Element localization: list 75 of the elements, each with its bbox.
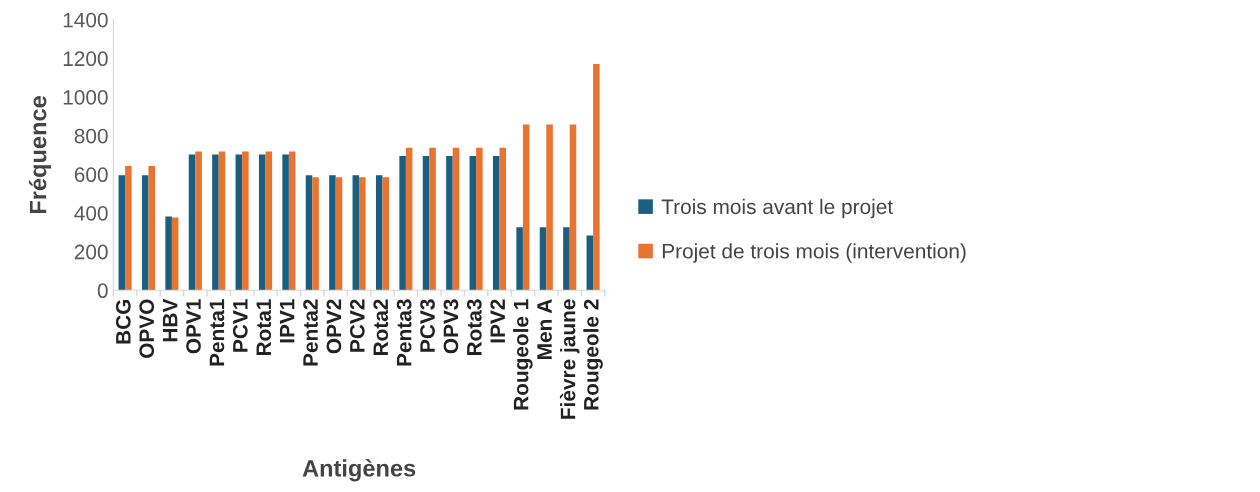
x-tick-label: OPVO — [139, 299, 155, 358]
y-tick-label: 1200 — [63, 51, 108, 67]
bar — [405, 147, 413, 291]
bar — [235, 154, 243, 291]
x-tick-label: OPV2 — [326, 299, 342, 354]
y-tick-label: 1000 — [63, 90, 108, 105]
x-tick-label: Fièvre jaune — [559, 299, 580, 419]
bar — [242, 151, 249, 291]
bar — [375, 175, 383, 291]
bar — [569, 124, 577, 291]
x-tick-label: PCV3 — [420, 299, 435, 352]
y-tick-label: 800 — [74, 128, 108, 144]
x-tick-label: Rougeole 1 — [513, 299, 533, 410]
x-tick-label: IPV2 — [490, 299, 505, 343]
x-tick-label: PCV2 — [349, 299, 365, 352]
y-tick-label: 600 — [74, 167, 108, 183]
bar — [171, 217, 179, 291]
bar — [516, 227, 523, 291]
bar — [382, 177, 390, 291]
x-tick-label: PCV1 — [232, 299, 248, 352]
bar — [165, 216, 172, 291]
bar — [522, 124, 530, 291]
bar — [195, 151, 202, 291]
bar — [446, 155, 453, 291]
y-tick-label: 0 — [97, 283, 108, 299]
bar — [335, 177, 343, 291]
bar — [218, 151, 226, 291]
bar — [469, 155, 477, 291]
legend-label: Projet de trois mois (intervention) — [662, 243, 966, 263]
x-tick-label: Rougeole 2 — [583, 299, 603, 410]
bar — [539, 227, 547, 291]
bar — [288, 151, 296, 291]
y-tick-label: 200 — [74, 244, 108, 260]
legend-label: Trois mois avant le projet — [661, 198, 893, 219]
bar — [258, 154, 266, 291]
x-tick-label: Penta2 — [303, 299, 318, 366]
x-tick-label: Penta3 — [396, 299, 412, 366]
x-tick-label: OPV3 — [443, 299, 459, 354]
bar — [312, 177, 319, 291]
bar — [586, 235, 594, 291]
bar — [429, 147, 436, 291]
bar — [305, 175, 313, 291]
bar — [422, 155, 430, 291]
x-tick-label: Men A — [537, 299, 552, 359]
bar — [359, 177, 366, 291]
bar — [118, 175, 126, 291]
bar — [452, 147, 460, 291]
x-tick-label: OPV1 — [186, 299, 201, 354]
bar — [593, 63, 600, 291]
x-tick-label: BCG — [115, 299, 131, 344]
y-tick-label: 400 — [74, 205, 108, 221]
bar — [492, 155, 500, 291]
bar — [188, 154, 196, 291]
bar — [352, 175, 360, 291]
bar — [476, 147, 483, 291]
bar — [399, 155, 406, 291]
bar — [499, 147, 507, 291]
y-axis-title: Fréquence — [28, 96, 52, 214]
bar — [125, 166, 132, 291]
x-tick-label: Rota3 — [466, 299, 482, 356]
x-tick-label: Rota2 — [373, 299, 389, 356]
bar — [141, 175, 149, 291]
bar — [282, 154, 289, 291]
bar — [212, 154, 219, 291]
x-tick-label: Penta1 — [209, 299, 225, 366]
bar — [148, 166, 156, 291]
x-tick-label: Rota1 — [256, 299, 272, 356]
x-tick-label: HBV — [162, 298, 178, 342]
x-tick-label: IPV1 — [279, 299, 295, 343]
y-tick-label: 1400 — [63, 12, 108, 28]
bar — [563, 227, 570, 291]
bar — [265, 151, 273, 291]
bar — [329, 175, 336, 291]
bar — [546, 124, 553, 291]
x-axis-title: Antigènes — [302, 459, 416, 482]
